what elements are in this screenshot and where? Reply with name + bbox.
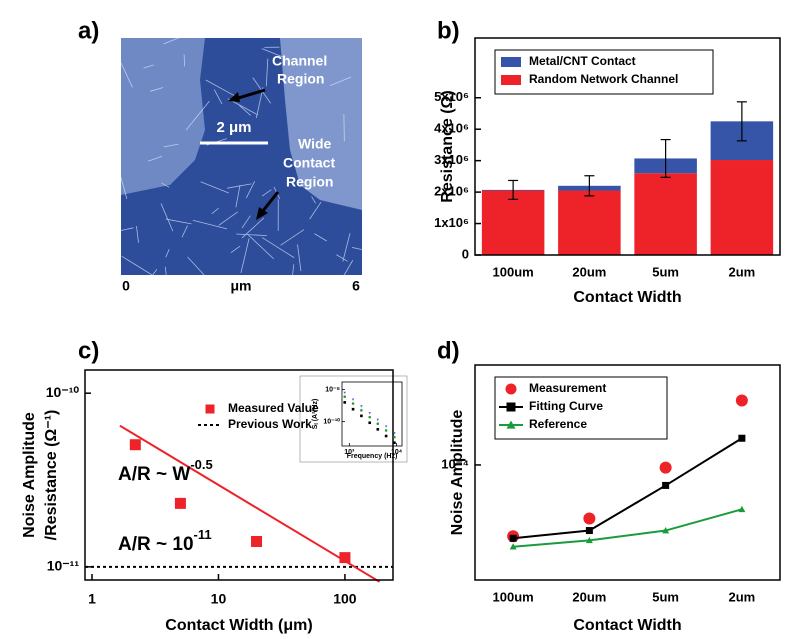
afm-fiber [280, 295, 284, 328]
legend-label: Measurement [529, 381, 606, 395]
afm-fiber [140, 297, 149, 302]
legend-swatch [501, 57, 521, 67]
bar-segment [558, 191, 621, 255]
afm-fiber [211, 278, 230, 309]
afm-fiber [231, 295, 246, 308]
series-line [513, 509, 742, 546]
legend-label: Fitting Curve [529, 399, 603, 413]
legend-label: Measured Value [228, 401, 319, 415]
afm-fiber [185, 307, 204, 308]
legend-label: Random Network Channel [529, 72, 678, 86]
image-x-label: μm [230, 278, 251, 294]
x-tick-label: 2um [729, 589, 756, 604]
annotation: A/R ~ 10-11 [118, 527, 212, 555]
marker [660, 462, 672, 474]
marker [343, 395, 346, 398]
figure: a) Channel Region 2 μm Wide Contact Regi… [0, 0, 793, 639]
marker [393, 441, 396, 444]
annotation-text: A/R ~ W [118, 464, 190, 485]
x-axis-label: Contact Width [573, 617, 681, 634]
marker [368, 421, 371, 424]
panel-label: d) [437, 337, 460, 364]
legend-swatch [501, 75, 521, 85]
x-tick-label: 2um [729, 264, 756, 279]
x-tick-label: 20um [572, 264, 606, 279]
y-tick-label: 10⁻¹⁰ [323, 417, 340, 425]
x-tick-label: 100 [333, 591, 357, 607]
marker [352, 402, 355, 405]
panel-label: b) [437, 17, 460, 44]
marker [376, 428, 379, 431]
marker [360, 415, 363, 418]
y-tick-label: 1x10⁶ [434, 215, 469, 230]
marker [175, 498, 186, 509]
marker [510, 535, 517, 542]
y-axis-label: /Resistance (Ω⁻¹) [43, 410, 60, 541]
legend-label: Previous Work [228, 417, 312, 431]
x-tick-label: 10 [211, 591, 227, 607]
series-line [513, 438, 742, 538]
annotation-sup: -0.5 [190, 457, 212, 472]
x-tick-label: 5um [652, 589, 679, 604]
marker [360, 409, 363, 412]
legend-label: Reference [529, 417, 587, 431]
afm-fiber [178, 289, 194, 301]
marker [376, 422, 379, 425]
panel-label: a) [78, 17, 99, 44]
contact-label: Region [286, 174, 333, 190]
y-tick-label: 10⁻¹¹ [47, 558, 80, 574]
y-axis-label: Resistance (Ω) [439, 90, 456, 202]
x-axis-label: Contact Width [573, 289, 681, 306]
afm-fiber [212, 284, 231, 295]
y-tick-label: 10⁻¹⁰ [46, 384, 80, 400]
panel-label: c) [78, 337, 99, 364]
marker [206, 405, 215, 414]
x-tick-label: 100um [493, 589, 534, 604]
contact-label: Contact [283, 155, 335, 171]
channel-label: Region [277, 71, 324, 87]
x-tick-label: 5um [652, 264, 679, 279]
y-tick-label: 10⁻⁸ [325, 386, 340, 393]
marker [251, 536, 262, 547]
marker [738, 435, 745, 442]
marker [736, 394, 748, 406]
x-axis-label: Frequency (Hz) [347, 453, 398, 460]
marker [130, 439, 141, 450]
marker [586, 527, 593, 534]
annotation: A/R ~ W-0.5 [118, 457, 213, 485]
x-tick-label: 20um [572, 589, 606, 604]
marker [662, 482, 669, 489]
channel-label: Channel [272, 53, 327, 69]
marker [343, 401, 346, 404]
afm-fiber [151, 275, 164, 285]
annotation-text: A/R ~ 10 [118, 534, 194, 555]
marker [393, 436, 396, 439]
y-axis-label: Noise Amplitude [21, 412, 38, 538]
marker [385, 429, 388, 432]
marker [507, 403, 516, 412]
x-axis-label: Contact Width (μm) [165, 617, 312, 634]
x-tick-label: 1 [88, 591, 96, 607]
marker [368, 416, 371, 419]
bar-segment [634, 173, 697, 255]
marker [352, 408, 355, 411]
contact-label: Wide [298, 136, 332, 152]
afm-fiber [184, 54, 185, 66]
afm-fiber [308, 306, 335, 331]
bar-segment [711, 160, 774, 255]
y-axis-label: Noise Amplitude [449, 410, 466, 536]
bar-segment [482, 191, 545, 255]
afm-fiber [344, 114, 345, 141]
image-x-tick: 0 [122, 278, 130, 294]
y-tick-label: 0 [462, 246, 469, 261]
annotation-sup: -11 [194, 527, 212, 542]
marker [385, 435, 388, 438]
image-x-tick: 6 [352, 278, 360, 294]
x-tick-label: 100um [493, 264, 534, 279]
marker [506, 384, 517, 395]
scale-bar-label: 2 μm [216, 119, 251, 136]
marker [583, 512, 595, 524]
y-axis-label-part: (A²/Hz) [312, 399, 319, 424]
legend-label: Metal/CNT Contact [529, 54, 636, 68]
